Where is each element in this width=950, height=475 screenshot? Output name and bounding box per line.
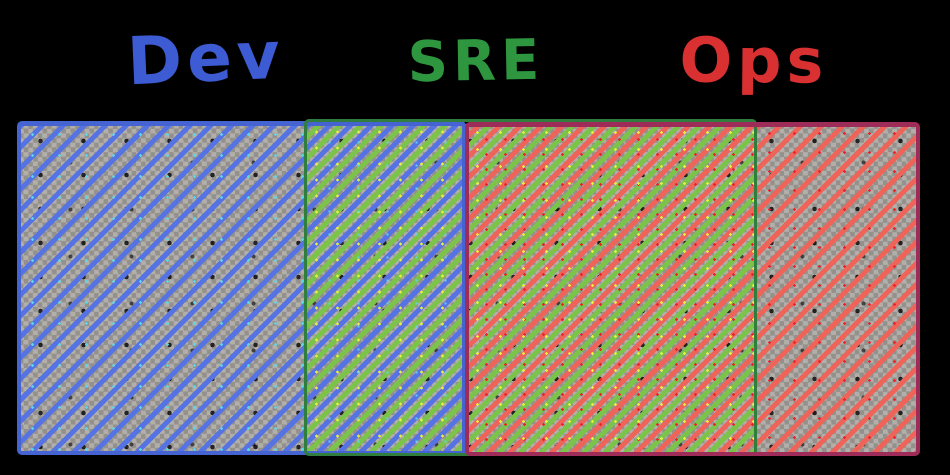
fill-texture-backdrop bbox=[19, 124, 919, 454]
zone-sre-ops-overlap-hatch bbox=[466, 124, 757, 454]
zone-dev-sre-overlap-hatch bbox=[306, 124, 466, 454]
zone-dev-only-hatch bbox=[19, 124, 306, 454]
ops-rectangle-border bbox=[465, 122, 920, 456]
zone-ops-only-hatch bbox=[757, 124, 919, 454]
sre-label: SRE bbox=[407, 27, 545, 96]
dev-label: Dev bbox=[125, 16, 287, 101]
ops-label: Ops bbox=[679, 23, 829, 98]
dev-rectangle-border bbox=[17, 121, 466, 455]
